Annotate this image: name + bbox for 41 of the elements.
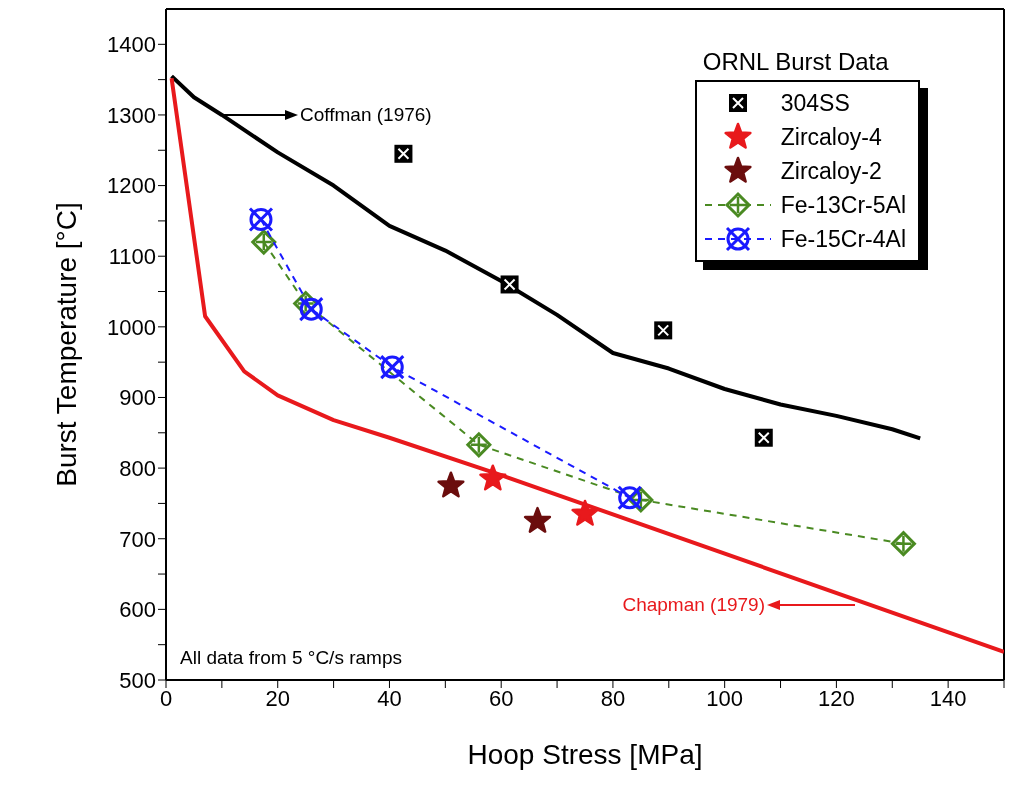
point [466,432,492,458]
legend-label: 304SS [780,89,850,117]
y-tick-label: 800 [119,455,156,481]
point [523,506,552,533]
x-axis-title: Hoop Stress [MPa] [467,739,703,770]
x-tick-label: 140 [929,685,967,711]
point [298,296,324,322]
point [571,499,599,526]
line-series [169,74,923,441]
legend-label: Fe-15Cr-4Al [780,225,906,253]
y-tick-label: 1300 [107,102,156,128]
x-tick-label: 80 [600,685,626,711]
annotation: Chapman (1979) [622,594,765,616]
point [437,471,465,498]
x-tick-label: 20 [265,685,290,711]
y-tick-label: 1100 [108,244,156,270]
annotation: All data from 5 °C/s ramps [180,647,402,669]
x-tick-label: 0 [159,685,173,711]
x-tick-label: 120 [818,685,855,711]
y-tick-label: 1200 [107,173,156,199]
y-axis-title: Burst Temperature [°C] [50,202,82,487]
x-tick-label: 40 [377,685,402,711]
legend-label: Zircaloy-2 [780,157,882,185]
point [890,531,916,557]
y-tick-label: 600 [119,597,156,623]
y-tick-label: 1400 [107,32,156,58]
legend-label: Zircaloy-4 [780,123,882,151]
point [251,229,277,255]
y-tick-label: 900 [119,385,156,411]
x-tick-label: 100 [706,685,744,711]
x-tick-label: 60 [488,685,514,711]
y-tick-label: 1000 [107,314,156,340]
legend-label: Fe-13Cr-5Al [780,191,906,219]
y-tick-label: 700 [119,526,156,552]
point [248,206,274,232]
point [479,464,507,491]
point [379,354,405,380]
point [617,485,643,511]
annotation: Coffman (1976) [300,104,432,126]
legend-title: ORNL Burst Data [701,48,890,76]
y-tick-label: 500 [119,667,156,693]
